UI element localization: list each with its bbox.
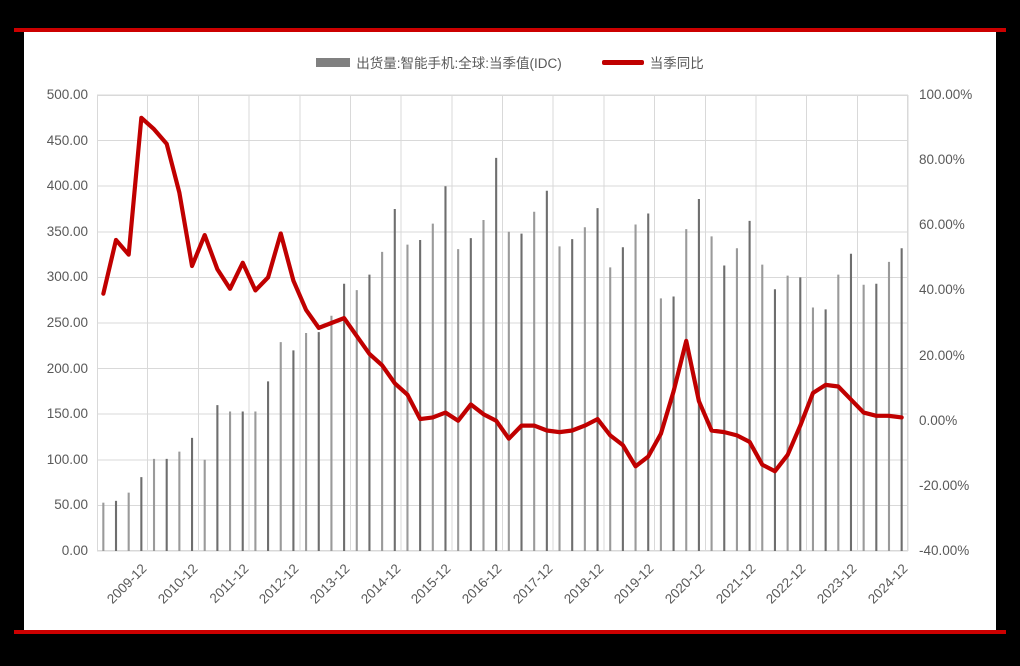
line-series [101, 115, 904, 474]
legend-label-bar: 出货量:智能手机:全球:当季值(IDC) [356, 56, 562, 71]
y-tick-right: -20.00% [919, 477, 970, 493]
legend-label-line: 当季同比 [649, 56, 704, 71]
legend-item-line: 当季同比 [601, 52, 704, 72]
y-tick-right: 80.00% [919, 152, 965, 168]
y-tick-right: 0.00% [919, 412, 958, 428]
y-tick-left: 250.00 [46, 315, 88, 330]
y-tick-left: 500.00 [46, 87, 88, 102]
chart-card: 出货量:智能手机:全球:当季值(IDC) 当季同比 0.00 50.00 100.0… [24, 32, 996, 630]
y-tick-right: 20.00% [919, 347, 965, 363]
y-tick-right: 100.00% [919, 87, 973, 102]
y-tick-left: 200.00 [46, 360, 88, 376]
bar-series [102, 157, 903, 551]
y-tick-left: 300.00 [46, 269, 88, 285]
y-tick-right: 60.00% [919, 217, 965, 233]
bottom-accent-rule [14, 630, 1006, 634]
bar-swatch-icon [316, 57, 351, 67]
top-accent-rule [14, 28, 1006, 32]
y-tick-left: 0.00 [61, 543, 88, 558]
chart-legend: 出货量:智能手机:全球:当季值(IDC) 当季同比 [24, 50, 996, 74]
chart-canvas [97, 94, 909, 552]
y-tick-left: 100.00 [46, 451, 88, 467]
y-tick-left: 400.00 [46, 178, 88, 194]
y-tick-left: 450.00 [46, 132, 88, 148]
y-tick-left: 50.00 [54, 497, 88, 513]
plot-area: 0.00 50.00 100.00 150.00 200.00 250.00 300.00 3… [47, 88, 973, 607]
legend-item-bar: 出货量:智能手机:全球:当季值(IDC) [316, 52, 562, 72]
y-tick-left: 350.00 [46, 223, 88, 239]
gridlines [97, 94, 909, 552]
line-swatch-icon [601, 59, 644, 65]
y-tick-right: -40.00% [919, 543, 970, 558]
y-tick-left: 150.00 [46, 406, 88, 422]
y-tick-right: 40.00% [919, 282, 965, 298]
